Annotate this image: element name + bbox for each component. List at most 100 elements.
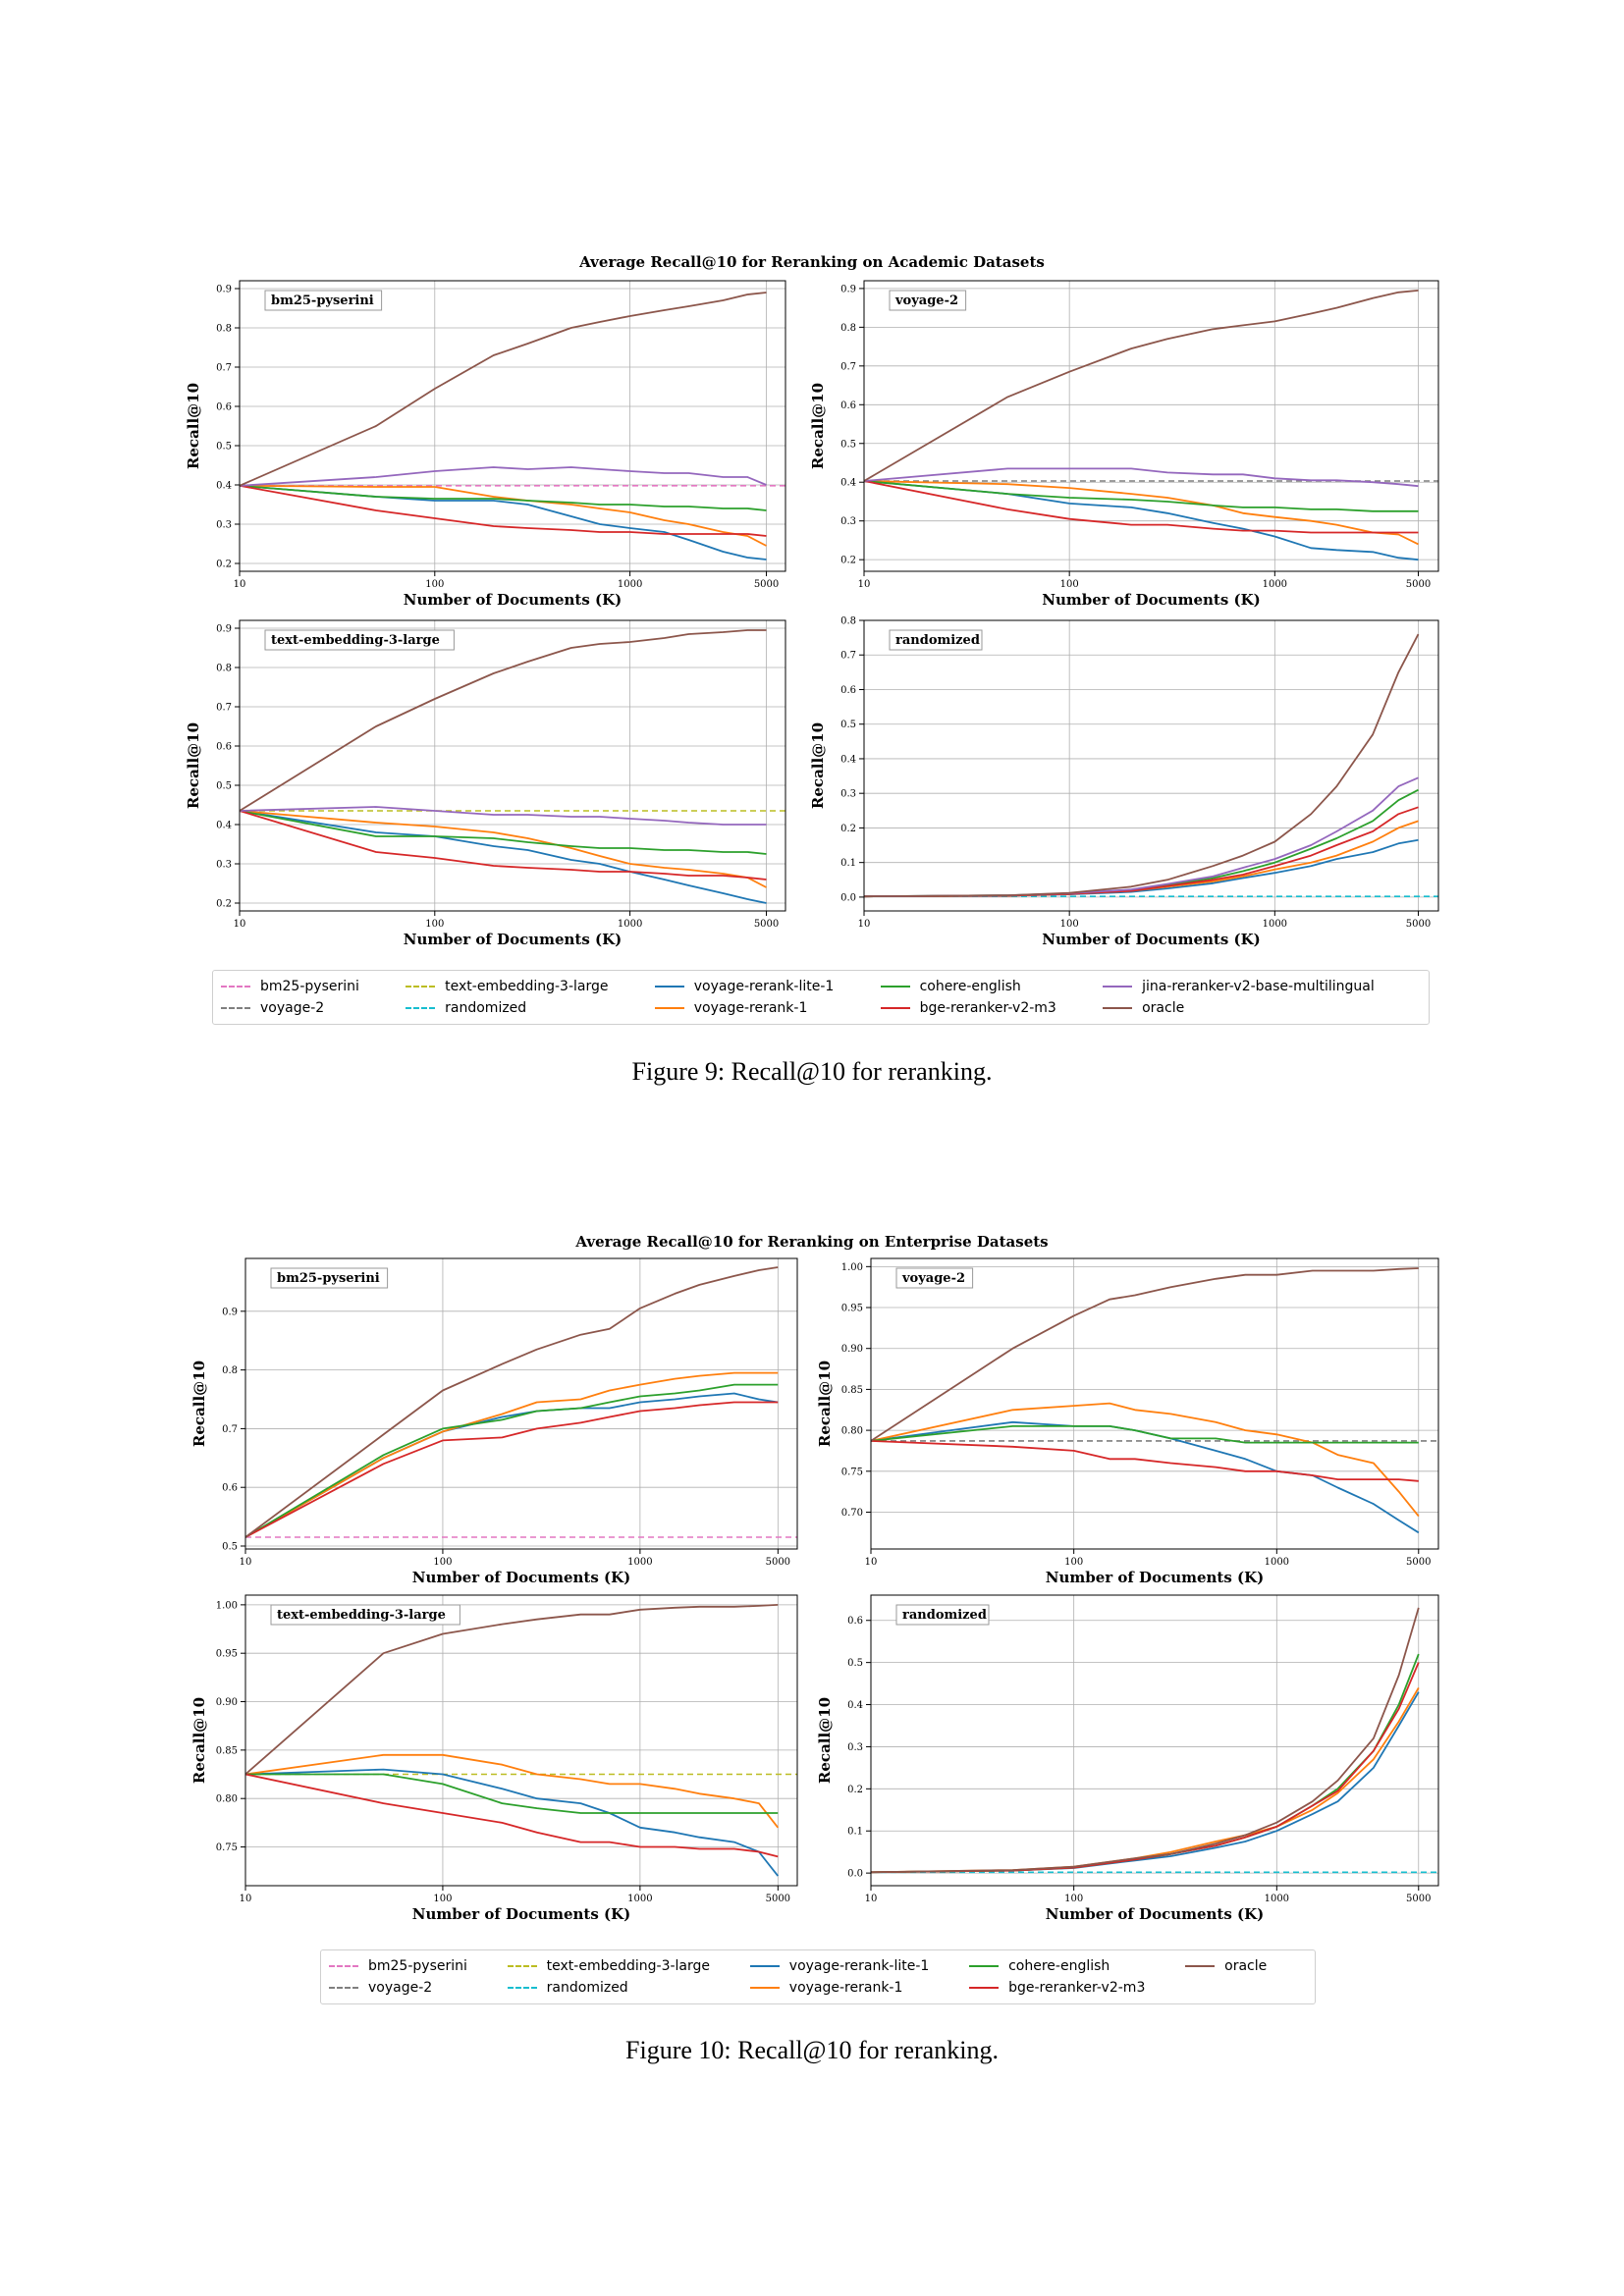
y-tick-label: 0.6 [216, 402, 232, 413]
panel-label-box [889, 290, 967, 311]
y-tick-label: 0.1 [847, 1827, 863, 1838]
y-tick-label: 0.8 [840, 323, 856, 334]
y-tick-label: 0.5 [840, 439, 856, 450]
y-tick-label: 0.6 [840, 685, 856, 696]
series-line-bge-reranker-v2-m3 [863, 480, 1419, 534]
y-tick-label: 0.9 [216, 624, 232, 635]
legend-label: voyage-rerank-1 [788, 1980, 903, 1996]
y-axis-label: Recall@10 [816, 1361, 834, 1447]
y-tick-label: 0.1 [840, 858, 856, 869]
series-line-jina-reranker-v2-base-multilingual [863, 467, 1419, 488]
y-tick-label: 0.4 [216, 481, 232, 492]
legend-label: bge-reranker-v2-m3 [919, 1000, 1056, 1016]
series-line-voyage-rerank-1 [244, 1371, 779, 1538]
series-line-voyage-rerank-1 [244, 1753, 780, 1829]
y-tick-label: 0.4 [847, 1700, 863, 1711]
y-tick-label: 0.4 [840, 754, 856, 765]
y-axis-label: Recall@10 [185, 722, 202, 809]
legend-label: bm25-pyserini [368, 1958, 467, 1974]
plot-frame [239, 619, 786, 912]
series-line-jina-reranker-v2-base-multilingual [239, 806, 767, 826]
plot-frame [244, 1594, 798, 1887]
y-tick-label: 1.00 [841, 1262, 863, 1273]
x-tick-label: 5000 [754, 579, 779, 590]
legend-swatch [507, 1965, 537, 1967]
legend-swatch [221, 986, 250, 988]
legend-item: bm25-pyserini [329, 1958, 508, 1974]
legend-item: voyage-rerank-1 [654, 1000, 881, 1016]
grid [239, 281, 785, 571]
y-tick-label: 0.8 [222, 1365, 238, 1376]
y-tick-label: 0.3 [840, 789, 856, 800]
y-tick-label: 0.95 [841, 1304, 863, 1314]
y-tick-label: 0.75 [841, 1467, 863, 1477]
panel-label-box [889, 629, 983, 651]
legend-swatch [1185, 1965, 1216, 1967]
series-line-cohere-english [239, 810, 767, 855]
legend-label: voyage-2 [368, 1980, 433, 1996]
legend-label: cohere-english [1008, 1958, 1110, 1974]
legend-label: text-embedding-3-large [445, 979, 609, 994]
legend-swatch [749, 1987, 780, 1989]
x-axis-label: Number of Documents (K) [404, 931, 623, 948]
y-tick-label: 0.80 [216, 1794, 238, 1805]
legend-item: oracle [1103, 1000, 1421, 1016]
y-tick-label: 0.70 [841, 1508, 863, 1519]
y-tick-label: 0.5 [216, 442, 232, 453]
figure-title: Average Recall@10 for Reranking on Enter… [575, 1233, 1049, 1251]
legend-item: bge-reranker-v2-m3 [969, 1980, 1185, 1996]
series-line-voyage-rerank-lite-1 [863, 480, 1419, 561]
x-tick-label: 100 [433, 1557, 452, 1568]
y-axis-label: Recall@10 [809, 383, 827, 469]
panel-label: text-embedding-3-large [271, 633, 440, 648]
y-tick-label: 0.85 [841, 1385, 863, 1396]
y-axis-label: Recall@10 [185, 383, 202, 469]
y-tick-label: 0.8 [840, 616, 856, 627]
y-tick-label: 0.9 [840, 284, 856, 294]
legend-label: randomized [445, 1000, 527, 1016]
y-tick-label: 0.9 [216, 285, 232, 295]
x-tick-label: 10 [240, 1894, 252, 1904]
legend-swatch [406, 1007, 436, 1009]
panel-label: bm25-pyserini [271, 294, 374, 308]
figure-title: Average Recall@10 for Reranking on Acade… [579, 253, 1045, 271]
legend-swatch [1103, 986, 1133, 988]
legend-item: randomized [406, 1000, 655, 1016]
grid [870, 1595, 1438, 1886]
legend-item: voyage-rerank-lite-1 [654, 979, 881, 994]
legend-label: oracle [1142, 1000, 1185, 1016]
legend-swatch [749, 1965, 780, 1967]
legend-label: oracle [1224, 1958, 1268, 1974]
legend-swatch [654, 1007, 684, 1009]
x-tick-label: 100 [1064, 1557, 1083, 1568]
y-tick-label: 0.4 [840, 478, 856, 489]
y-tick-label: 0.5 [216, 781, 232, 792]
legend-item: voyage-rerank-1 [749, 1980, 969, 1996]
series-line-voyage-rerank-lite-1 [239, 484, 767, 561]
x-tick-label: 1000 [618, 579, 642, 590]
y-tick-label: 0.2 [840, 556, 856, 566]
y-tick-label: 0.7 [222, 1424, 238, 1435]
legend-swatch [329, 1965, 358, 1967]
series-line-oracle [244, 1266, 779, 1538]
legend-swatch [654, 986, 684, 988]
y-axis-label: Recall@10 [190, 1697, 208, 1784]
plot-frame [863, 619, 1439, 912]
series-line-cohere-english [244, 1383, 779, 1538]
chart-legend: bm25-pyserini voyage-2 text-embedding-3-la… [212, 970, 1430, 1025]
plot-frame [244, 1257, 798, 1550]
y-tick-label: 0.3 [216, 520, 232, 531]
plot-frame [239, 280, 786, 572]
x-tick-label: 100 [425, 579, 444, 590]
y-tick-label: 0.6 [222, 1483, 238, 1494]
legend-swatch [969, 1987, 1000, 1989]
figure-caption: Figure 10: Recall@10 for reranking. [625, 2036, 999, 2064]
x-axis-label: Number of Documents (K) [412, 1905, 631, 1923]
y-tick-label: 0.90 [841, 1344, 863, 1355]
y-tick-label: 0.2 [216, 899, 232, 910]
series-line-bge-reranker-v2-m3 [239, 810, 767, 881]
x-axis-label: Number of Documents (K) [1046, 1905, 1265, 1923]
y-tick-label: 0.7 [216, 363, 232, 374]
